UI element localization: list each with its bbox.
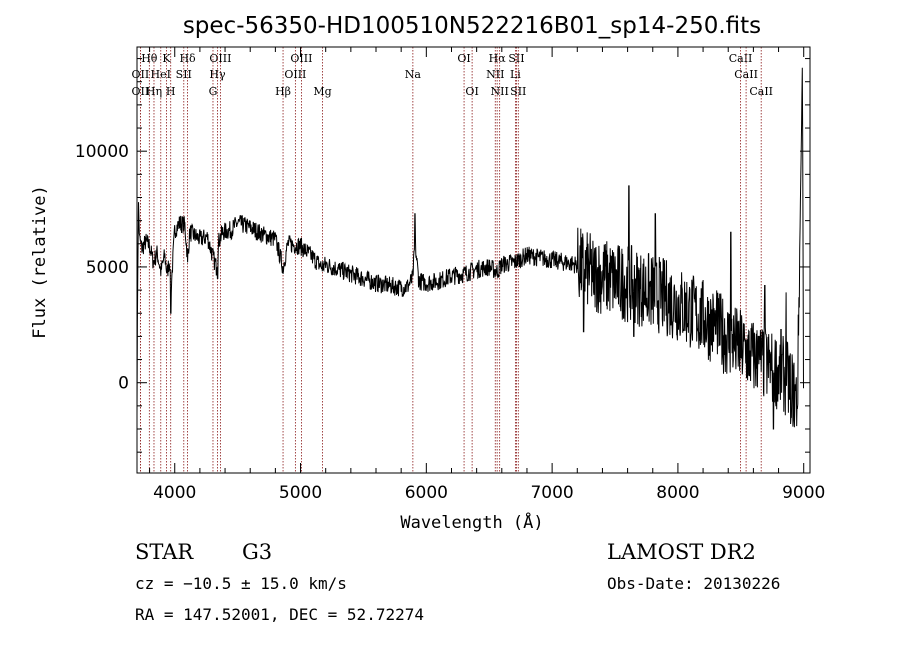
y-tick-label: 5000 xyxy=(86,258,129,278)
y-axis-label: Flux (relative) xyxy=(30,185,50,339)
spectral-line-label: Na xyxy=(405,68,422,81)
plot-frame xyxy=(136,46,811,474)
coordinates-text: RA = 147.52001, DEC = 52.72274 xyxy=(135,605,424,624)
spectral-line-label: OIII xyxy=(284,68,306,81)
spectral-line-label: OI xyxy=(465,85,478,98)
spectral-line-label: SII xyxy=(510,85,526,98)
spectral-line-label: Hβ xyxy=(275,85,291,98)
spectral-line-label: Hγ xyxy=(209,68,226,81)
spectral-line-label: OIII xyxy=(209,52,231,65)
spectral-line-label: Hθ xyxy=(141,52,158,65)
survey-name: LAMOST DR2 xyxy=(607,540,756,564)
spectral-line-label: HeI xyxy=(151,68,171,81)
object-type: STAR xyxy=(135,540,194,564)
spectral-line-label: Li xyxy=(510,68,521,81)
spectral-line-label: G xyxy=(209,85,218,98)
x-tick-label: 7000 xyxy=(530,483,573,503)
x-axis-label: Wavelength (Å) xyxy=(400,511,543,533)
obs-date: Obs-Date: 20130226 xyxy=(607,574,781,593)
x-tick-label: 9000 xyxy=(782,483,825,503)
chart-title: spec-56350-HD100510N522216B01_sp14-250.f… xyxy=(183,13,761,39)
y-tick-label: 10000 xyxy=(75,142,129,162)
spectral-line-label: CaII xyxy=(734,68,758,81)
spectral-line-label: NII xyxy=(486,68,504,81)
x-tick-label: 4000 xyxy=(153,483,196,503)
spectral-line-label: H xyxy=(166,85,176,98)
spectrum-line xyxy=(136,67,804,430)
axis-ticks: 4000 5000 6000 7000 8000 9000 0 5000 10000 xyxy=(75,47,825,503)
spectral-line-label: NII xyxy=(491,85,509,98)
spectral-line-label: Mg xyxy=(313,85,331,98)
spectral-line-label: SII xyxy=(176,68,192,81)
spectral-line-label: OI xyxy=(457,52,470,65)
spectral-line-label: OII xyxy=(132,85,150,98)
x-tick-label: 8000 xyxy=(656,483,699,503)
y-tick-label: 0 xyxy=(118,374,129,394)
x-tick-label: 6000 xyxy=(405,483,448,503)
spectral-line-label: CaII xyxy=(749,85,773,98)
spectral-line-label: K xyxy=(162,52,171,65)
spectral-line-label: OIII xyxy=(290,52,312,65)
spectral-line-label: Hα xyxy=(489,52,507,65)
spectral-line-label: Hη xyxy=(146,85,162,98)
x-tick-label: 5000 xyxy=(279,483,322,503)
redshift-text: cz = −10.5 ± 15.0 km/s xyxy=(135,574,347,593)
object-subclass: G3 xyxy=(242,540,273,564)
spectral-line-label: CaII xyxy=(729,52,753,65)
spectrum-series xyxy=(136,67,804,430)
spectral-line-label: SII xyxy=(508,52,524,65)
spectral-line-label: Hδ xyxy=(179,52,196,65)
